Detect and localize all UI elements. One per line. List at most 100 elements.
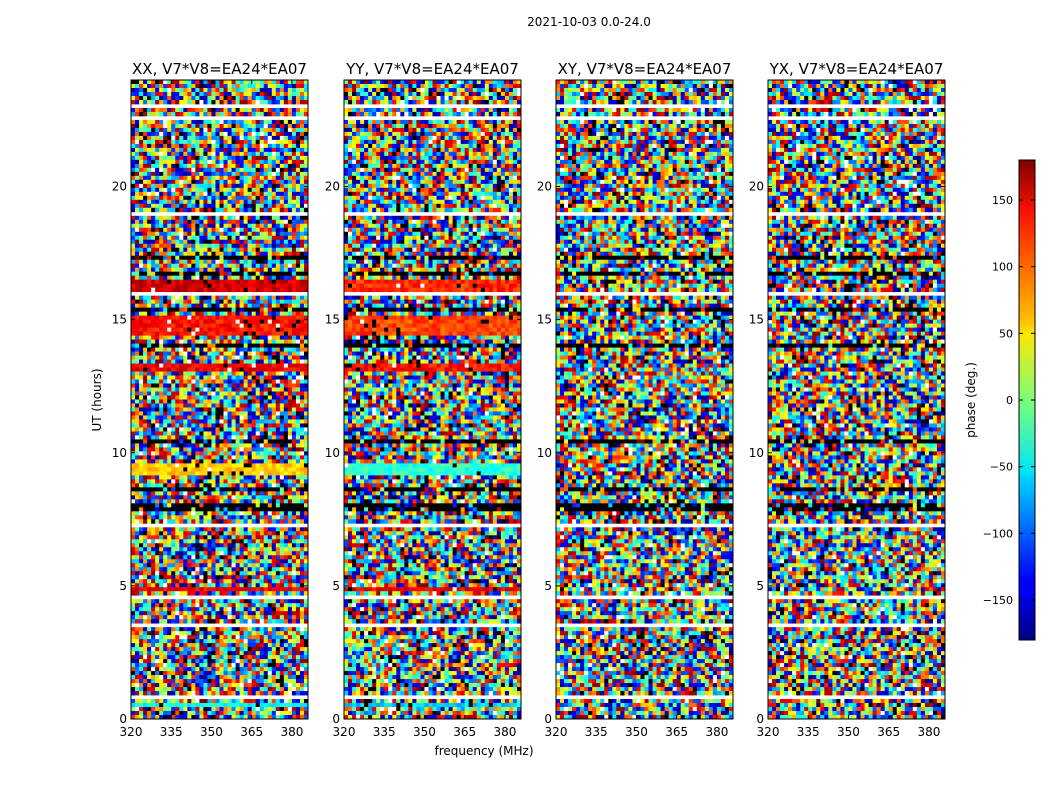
heatmap-cell [163, 296, 167, 300]
heatmap-cell [159, 364, 163, 368]
heatmap-cell [300, 124, 304, 128]
heatmap-cell [171, 396, 175, 400]
heatmap-cell [264, 332, 268, 336]
heatmap-cell [244, 459, 248, 463]
heatmap-cell [147, 527, 151, 531]
heatmap-cell [276, 128, 280, 132]
heatmap-cell [171, 340, 175, 344]
heatmap-cell [135, 232, 139, 236]
heatmap-cell [236, 256, 240, 260]
heatmap-cell [280, 192, 284, 196]
heatmap-cell [171, 384, 175, 388]
heatmap-cell [195, 160, 199, 164]
heatmap-cell [264, 80, 268, 84]
heatmap-cell [292, 284, 296, 288]
heatmap-cell [171, 304, 175, 308]
heatmap-cell [252, 100, 256, 104]
heatmap-cell [252, 332, 256, 336]
heatmap-cell [191, 396, 195, 400]
heatmap-cell [248, 280, 252, 284]
heatmap-cell [276, 172, 280, 176]
heatmap-cell [203, 148, 207, 152]
heatmap-cell [175, 527, 179, 531]
heatmap-cell [155, 284, 159, 288]
heatmap-row [131, 519, 308, 523]
heatmap-cell [179, 260, 183, 264]
heatmap-cell [252, 148, 256, 152]
heatmap-cell [139, 392, 143, 396]
heatmap-cell [256, 200, 260, 204]
heatmap-cell [131, 236, 135, 240]
heatmap-cell [159, 276, 163, 280]
heatmap-row [131, 264, 308, 268]
heatmap-cell [272, 459, 276, 463]
heatmap-cell [199, 304, 203, 308]
heatmap-cell [195, 144, 199, 148]
heatmap-cell [288, 427, 292, 431]
heatmap-cell [256, 423, 260, 427]
heatmap-cell [248, 120, 252, 124]
heatmap-cell [179, 220, 183, 224]
heatmap-cell [143, 368, 147, 372]
heatmap-cell [143, 88, 147, 92]
heatmap-cell [292, 100, 296, 104]
heatmap-cell [292, 228, 296, 232]
heatmap-cell [292, 368, 296, 372]
heatmap-cell [296, 403, 300, 407]
heatmap-cell [288, 220, 292, 224]
heatmap-cell [147, 499, 151, 503]
heatmap-cell [276, 100, 280, 104]
heatmap-cell [284, 463, 288, 467]
heatmap-cell [167, 176, 171, 180]
heatmap-cell [228, 204, 232, 208]
heatmap-cell [296, 220, 300, 224]
heatmap-cell [220, 160, 224, 164]
heatmap-cell [276, 236, 280, 240]
heatmap-cell [252, 431, 256, 435]
heatmap-cell [179, 411, 183, 415]
heatmap-cell [163, 284, 167, 288]
heatmap-cell [135, 164, 139, 168]
heatmap-cell [175, 148, 179, 152]
heatmap-cell [195, 312, 199, 316]
heatmap-cell [300, 152, 304, 156]
heatmap-cell [199, 519, 203, 523]
heatmap-cell [183, 244, 187, 248]
heatmap-cell [143, 435, 147, 439]
heatmap-cell [135, 304, 139, 308]
heatmap-cell [175, 224, 179, 228]
heatmap-row [131, 300, 308, 304]
heatmap-cell [159, 80, 163, 84]
heatmap-cell [252, 324, 256, 328]
heatmap-cell [276, 96, 280, 100]
heatmap-cell [272, 92, 276, 96]
heatmap-cell [244, 188, 248, 192]
heatmap-cell [300, 224, 304, 228]
heatmap-cell [207, 216, 211, 220]
heatmap-cell [292, 296, 296, 300]
heatmap-cell [135, 236, 139, 240]
heatmap-cell [236, 348, 240, 352]
heatmap-cell [159, 280, 163, 284]
heatmap-cell [151, 471, 155, 475]
heatmap-cell [143, 479, 147, 483]
heatmap-cell [139, 156, 143, 160]
heatmap-cell [155, 495, 159, 499]
heatmap-cell [175, 380, 179, 384]
heatmap-cell [139, 491, 143, 495]
heatmap-cell [232, 407, 236, 411]
heatmap-cell [236, 507, 240, 511]
heatmap-row [131, 471, 308, 475]
heatmap-cell [207, 491, 211, 495]
heatmap-cell [300, 204, 304, 208]
heatmap-cell [139, 352, 143, 356]
heatmap-cell [220, 344, 224, 348]
heatmap-cell [147, 423, 151, 427]
heatmap-cell [268, 288, 272, 292]
heatmap-cell [139, 328, 143, 332]
heatmap-cell [171, 364, 175, 368]
heatmap-cell [292, 396, 296, 400]
heatmap-cell [224, 396, 228, 400]
heatmap-cell [248, 499, 252, 503]
heatmap-cell [264, 272, 268, 276]
